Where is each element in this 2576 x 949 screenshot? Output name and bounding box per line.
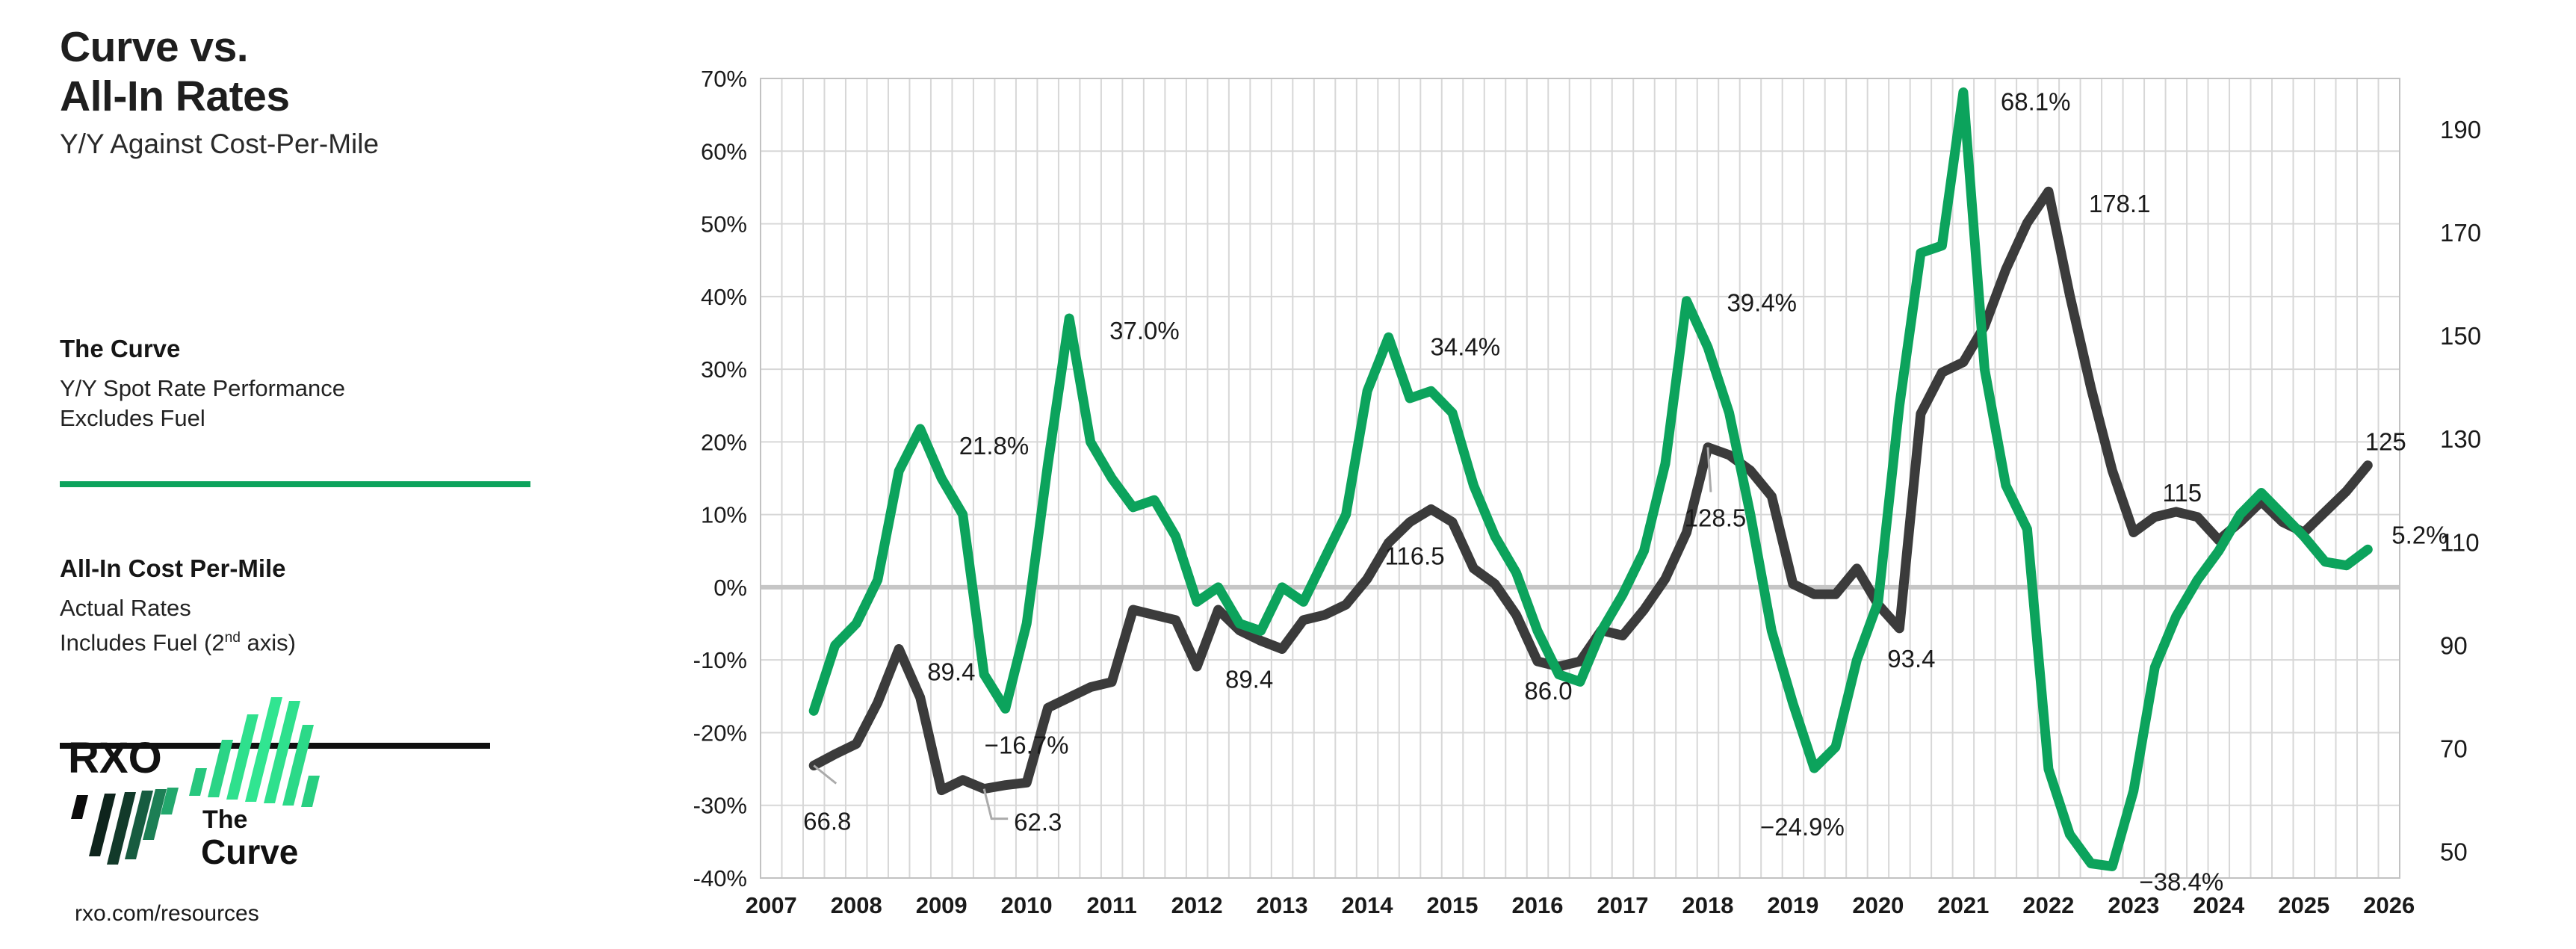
logo-bright-stripes-icon <box>189 697 320 807</box>
legend-the-curve-rule <box>60 481 530 487</box>
x-axis-year-label: 2024 <box>2193 892 2245 918</box>
logo-product-curve: Curve <box>201 832 298 871</box>
legend-all-in-cpm: All-In Cost Per-Mile Actual Rates Includ… <box>60 554 296 658</box>
x-axis-year-label: 2019 <box>1767 892 1818 918</box>
page-title: Curve vs. All-In Rates <box>60 22 290 121</box>
x-axis-year-label: 2012 <box>1171 892 1223 918</box>
right-axis-tick: 150 <box>2440 322 2481 350</box>
annotation-label: 89.4 <box>1225 665 1273 693</box>
right-axis-tick: 170 <box>2440 219 2481 247</box>
left-axis-tick: 60% <box>701 138 747 164</box>
curve-series-line <box>808 87 2373 871</box>
x-axis-year-label: 2026 <box>2363 892 2415 918</box>
right-axis-tick: 50 <box>2440 838 2468 865</box>
annotation-label: −24.9% <box>1760 813 1845 841</box>
logo-product-the: The <box>202 806 247 834</box>
annotation-label: 5.2% <box>2391 521 2447 548</box>
right-axis-tick: 110 <box>2440 528 2480 556</box>
annotation-leader <box>813 764 837 785</box>
left-axis-tick: -40% <box>693 865 747 891</box>
legend-all-in-cpm-rule <box>60 743 490 749</box>
logo-dark-stripes-icon <box>71 788 179 865</box>
x-axis-labels: 2007 2008 2009 2010 2011 2012 2013 2014 2015 2016… <box>746 892 2415 918</box>
left-axis-tick: 30% <box>701 356 747 383</box>
right-axis-tick: 190 <box>2440 116 2481 143</box>
annotation-label: 128.5 <box>1685 504 1747 532</box>
x-axis-year-label: 2007 <box>746 892 797 918</box>
legend-the-curve-line1: Y/Y Spot Rate Performance <box>60 375 345 401</box>
plot-border <box>760 78 2400 879</box>
right-axis-tick: 90 <box>2440 631 2468 659</box>
legend-the-curve-title: The Curve <box>60 335 181 362</box>
annotation-leader <box>1706 447 1712 492</box>
annotation-leader <box>982 788 1009 820</box>
annotation-label: 93.4 <box>1887 645 1935 673</box>
annotation-label: 178.1 <box>2089 190 2151 217</box>
left-axis-tick: -10% <box>693 647 747 673</box>
x-axis-year-label: 2021 <box>1937 892 1989 918</box>
x-axis-year-label: 2025 <box>2278 892 2329 918</box>
legend-the-curve-line2: Excludes Fuel <box>60 405 205 431</box>
rxo-logo-wordmark: RXO <box>68 734 162 782</box>
annotation-label: 86.0 <box>1524 677 1572 705</box>
annotation-label: 68.1% <box>2001 87 2071 115</box>
left-axis-tick: 50% <box>701 211 747 238</box>
legend-all-in-cpm-line1: Actual Rates <box>60 595 191 621</box>
x-axis-year-label: 2017 <box>1597 892 1649 918</box>
annotation-label: 21.8% <box>959 432 1030 460</box>
right-axis-tick: 70 <box>2440 735 2468 762</box>
legend-all-in-cpm-title: All-In Cost Per-Mile <box>60 554 286 582</box>
x-axis-year-label: 2008 <box>831 892 882 918</box>
chart-annotations: 66.8 89.4 21.8% 62.3 −16.7% 37.0% 89.4 34.4% 116… <box>803 87 2447 895</box>
left-axis-tick: 40% <box>701 284 747 310</box>
annotation-label: 62.3 <box>1014 809 1062 836</box>
x-axis-year-label: 2013 <box>1257 892 1308 918</box>
left-axis-tick: 20% <box>701 429 747 455</box>
left-axis-tick: 0% <box>713 575 747 601</box>
x-axis-year-label: 2023 <box>2108 892 2159 918</box>
annotation-label: 34.4% <box>1431 333 1501 360</box>
annotation-label: 37.0% <box>1109 317 1180 344</box>
page-title-line2: All-In Rates <box>60 72 290 120</box>
x-axis-year-label: 2010 <box>1001 892 1053 918</box>
left-axis-tick: 70% <box>701 66 747 92</box>
legend-the-curve: The Curve Y/Y Spot Rate Performance Excl… <box>60 335 345 433</box>
rxo-the-curve-logo: RXO The Curve <box>68 697 320 871</box>
legend-all-in-cpm-line2: Includes Fuel (2nd axis) <box>60 629 297 656</box>
annotation-label: 115 <box>2163 479 2202 507</box>
x-axis-year-label: 2011 <box>1087 892 1137 918</box>
left-axis-tick: 10% <box>701 502 747 528</box>
annotation-label: 66.8 <box>803 808 851 835</box>
x-axis-year-label: 2022 <box>2022 892 2074 918</box>
right-axis-tick: 130 <box>2440 425 2481 453</box>
annotation-label: 89.4 <box>927 658 975 685</box>
annotation-label: 125 <box>2365 428 2406 456</box>
x-axis-year-label: 2018 <box>1682 892 1733 918</box>
x-axis-year-label: 2014 <box>1342 892 1394 918</box>
annotation-label: −16.7% <box>985 731 1069 758</box>
right-axis-labels: 190 170 150 130 110 90 70 50 <box>2440 116 2481 865</box>
annotation-label: 39.4% <box>1727 289 1797 317</box>
left-axis-tick: -30% <box>693 793 747 819</box>
left-axis-labels: 70% 60% 50% 40% 30% 20% 10% 0% -10% -20% -30% -40% <box>693 66 747 891</box>
chart-area: 70% 60% 50% 40% 30% 20% 10% 0% -10% -20% -30% -40% 1… <box>693 66 2481 918</box>
x-axis-year-label: 2009 <box>916 892 967 918</box>
left-axis-tick: -20% <box>693 720 747 746</box>
page-title-line1: Curve vs. <box>60 23 249 71</box>
x-axis-year-label: 2016 <box>1512 892 1564 918</box>
annotation-label: 116.5 <box>1384 542 1444 569</box>
annotation-label: −38.4% <box>2139 868 2223 895</box>
page-subtitle: Y/Y Against Cost-Per-Mile <box>60 129 380 159</box>
resources-url: rxo.com/resources <box>75 901 259 926</box>
x-axis-year-label: 2020 <box>1852 892 1904 918</box>
x-axis-year-label: 2015 <box>1427 892 1479 918</box>
